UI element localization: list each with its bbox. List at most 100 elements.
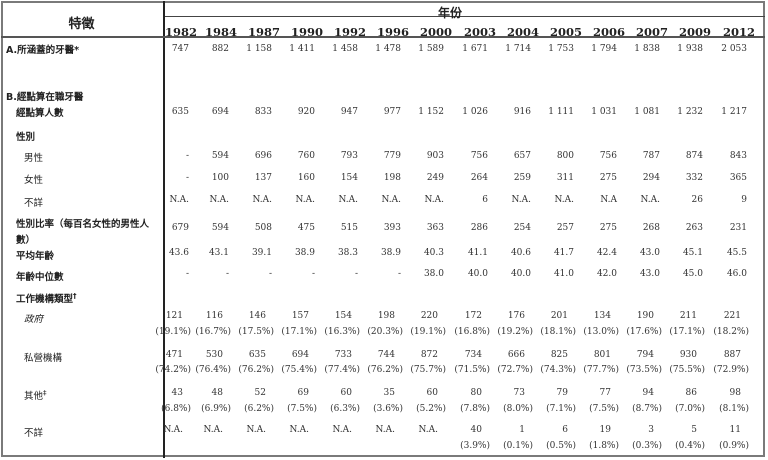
- cell-private-percent: (71.5%): [454, 365, 490, 375]
- cell-private-percent: (75.4%): [281, 365, 317, 375]
- cell-others-percent: (7.8%): [460, 404, 490, 414]
- cell-private-percent: (77.4%): [324, 365, 360, 375]
- cell-government-percent: (18.2%): [713, 327, 749, 337]
- cell-work-unknown: N.A.: [332, 425, 352, 435]
- cell-b-enumerated: 1 111: [548, 107, 574, 117]
- cell-b-enumerated: 1 031: [591, 107, 617, 117]
- cell-others-percent: (3.6%): [373, 404, 403, 414]
- cell-private-percent: (72.7%): [497, 365, 533, 375]
- cell-others: 94: [642, 388, 654, 398]
- cell-a-dentists: 882: [211, 44, 229, 54]
- row-label-male: 男性: [24, 153, 44, 164]
- cell-others: 69: [297, 388, 309, 398]
- cell-government-percent: (13.0%): [583, 327, 619, 337]
- cell-b-enumerated: 1 217: [721, 107, 747, 117]
- cell-sex-ratio: 257: [556, 223, 574, 233]
- year-header: 2005: [549, 25, 582, 39]
- cell-male: 800: [556, 151, 574, 161]
- cell-sex-unknown: 9: [741, 195, 747, 205]
- cell-median-age: 40.0: [510, 269, 531, 279]
- column-divider: [163, 1, 165, 458]
- cell-sex-ratio: 515: [340, 223, 358, 233]
- cell-private: 930: [679, 350, 697, 360]
- cell-a-dentists: 1 671: [462, 44, 488, 54]
- cell-female: 332: [685, 173, 703, 183]
- cell-male: 760: [297, 151, 315, 161]
- cell-female: 275: [599, 173, 617, 183]
- row-label-female: 女性: [24, 175, 44, 186]
- cell-private-percent: (77.7%): [583, 365, 619, 375]
- row-label-others: 其他‡: [24, 389, 47, 402]
- cell-others: 52: [254, 388, 266, 398]
- cell-government-percent: (17.1%): [669, 327, 705, 337]
- cell-work-unknown: 40: [470, 425, 482, 435]
- cell-private-percent: (74.3%): [540, 365, 576, 375]
- cell-median-age: 43.0: [639, 269, 660, 279]
- year-header: 1992: [333, 25, 366, 39]
- cell-median-age: -: [268, 269, 272, 279]
- cell-government: 201: [550, 311, 568, 321]
- cell-government: 176: [507, 311, 525, 321]
- cell-median-age: -: [185, 269, 189, 279]
- cell-government: 157: [291, 311, 309, 321]
- cell-others-percent: (5.2%): [416, 404, 446, 414]
- year-header: 1996: [376, 25, 409, 39]
- year-header: 1987: [247, 25, 280, 39]
- row-label-b-section: B.經點算在職牙醫: [6, 92, 84, 103]
- cell-private-percent: (75.5%): [669, 365, 705, 375]
- cell-government: 221: [723, 311, 741, 321]
- row-label-a-dentists: A.所涵蓋的牙醫*: [6, 45, 80, 56]
- cell-median-age: -: [225, 269, 229, 279]
- cell-work-unknown: 6: [562, 425, 568, 435]
- cell-female: 249: [426, 173, 444, 183]
- cell-median-age: 45.0: [682, 269, 703, 279]
- row-label-mean-age: 平均年齡: [16, 251, 55, 262]
- row-label-sex-heading: 性別: [16, 132, 36, 143]
- cell-government-percent: (19.1%): [155, 327, 191, 337]
- cell-mean-age: 38.9: [294, 248, 315, 258]
- cell-sex-unknown: N.A: [600, 195, 617, 205]
- cell-private: 825: [550, 350, 568, 360]
- cell-mean-age: 40.3: [423, 248, 444, 258]
- cell-sex-ratio: 231: [729, 223, 747, 233]
- cell-sex-ratio: 393: [383, 223, 401, 233]
- year-header: 2004: [506, 25, 539, 39]
- cell-male: -: [185, 151, 189, 161]
- cell-work-unknown: N.A.: [163, 425, 183, 435]
- year-header: 1982: [164, 25, 197, 39]
- cell-male: 756: [470, 151, 488, 161]
- cell-mean-age: 43.0: [639, 248, 660, 258]
- cell-male: 594: [211, 151, 229, 161]
- cell-mean-age: 43.6: [168, 248, 189, 258]
- row-label-median-age: 年齡中位數: [16, 272, 64, 283]
- cell-government: 134: [593, 311, 611, 321]
- cell-median-age: 38.0: [423, 269, 444, 279]
- cell-mean-age: 42.4: [596, 248, 617, 258]
- cell-government-percent: (16.3%): [324, 327, 360, 337]
- cell-others: 80: [470, 388, 482, 398]
- cell-a-dentists: 747: [171, 44, 189, 54]
- cell-others: 86: [685, 388, 697, 398]
- header-rule: [1, 36, 765, 38]
- cell-sex-unknown: N.A.: [209, 195, 229, 205]
- cell-others: 98: [729, 388, 741, 398]
- cell-mean-age: 40.6: [510, 248, 531, 258]
- cell-sex-unknown: N.A.: [511, 195, 531, 205]
- cell-others-percent: (7.5%): [589, 404, 619, 414]
- cell-others: 73: [513, 388, 525, 398]
- cell-work-unknown: 3: [648, 425, 654, 435]
- cell-work-unknown: N.A.: [246, 425, 266, 435]
- row-label-sex-unknown: 不詳: [24, 198, 44, 209]
- cell-government: 211: [679, 311, 697, 321]
- cell-male: 787: [642, 151, 660, 161]
- cell-government-percent: (16.7%): [195, 327, 231, 337]
- cell-b-enumerated: 1 152: [418, 107, 444, 117]
- cell-sex-unknown: N.A.: [295, 195, 315, 205]
- cell-median-age: 41.0: [553, 269, 574, 279]
- cell-others-percent: (6.9%): [201, 404, 231, 414]
- cell-a-dentists: 1 714: [505, 44, 531, 54]
- cell-b-enumerated: 635: [171, 107, 189, 117]
- year-header: 2003: [463, 25, 496, 39]
- cell-government: 154: [334, 311, 352, 321]
- cell-female: 137: [254, 173, 272, 183]
